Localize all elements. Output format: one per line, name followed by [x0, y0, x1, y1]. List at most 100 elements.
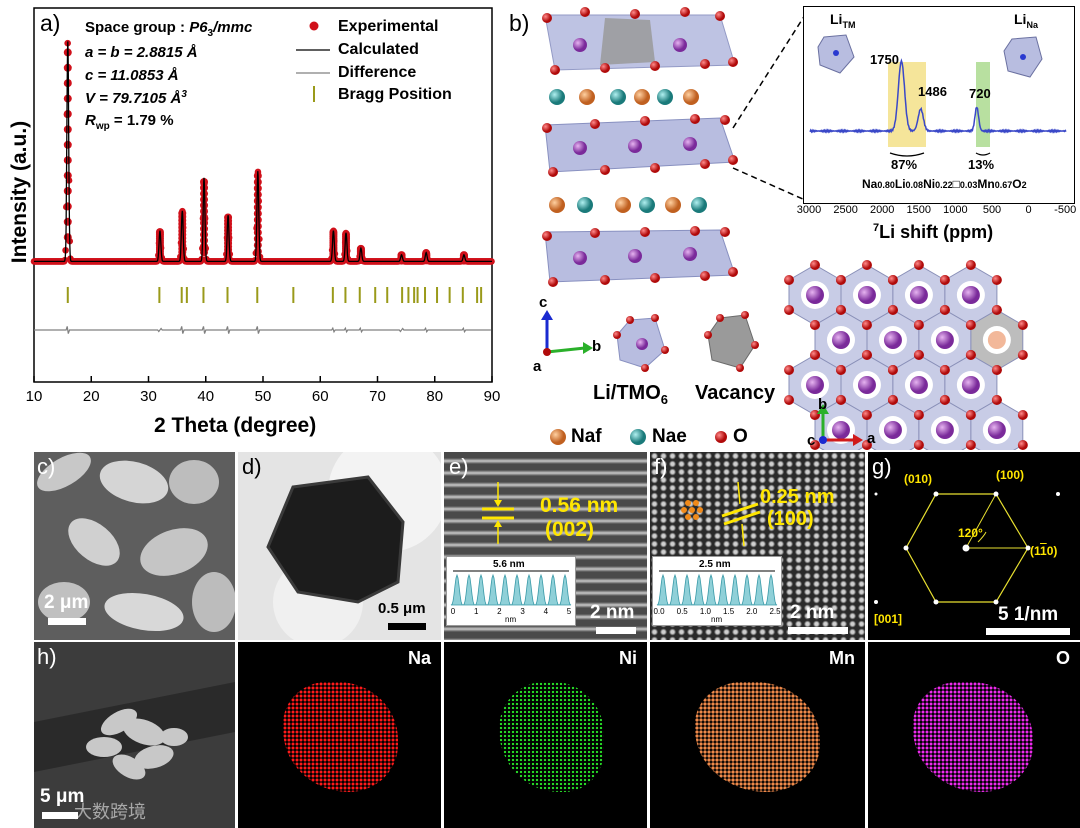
exp-point — [200, 201, 209, 210]
hex-oxygen — [991, 275, 1002, 285]
exp-point — [253, 196, 262, 205]
panel-e-plane: (002) — [545, 518, 595, 541]
li-tm-label: LiTM — [830, 11, 855, 30]
exp-point — [63, 94, 72, 103]
map-mn-label: Mn — [829, 648, 855, 668]
exp-point — [63, 171, 72, 180]
nmr-x-ticks: 3000 2500 2000 1500 1000 500 0 -500 — [797, 204, 1076, 222]
exp-point — [253, 203, 262, 212]
exp-point — [63, 140, 72, 149]
space-group-symbol: P6 — [189, 19, 208, 36]
hex-oxygen — [784, 305, 795, 315]
panel-d-scale-text: 0.5 μm — [378, 600, 426, 617]
hex-oxygen — [861, 410, 872, 420]
panel-g-scale-text: 5 1/nm — [998, 604, 1059, 625]
hex-oxygen — [835, 275, 846, 285]
y-axis-label: Intensity (a.u.) — [8, 120, 31, 264]
hex-center-atom — [909, 286, 928, 304]
panel-e-scale-bar — [596, 627, 636, 634]
panel-f-scale-bar — [788, 627, 848, 634]
hex-oxygen — [835, 365, 846, 375]
map-ni: Ni — [444, 642, 647, 828]
hex-center-atom — [806, 376, 824, 394]
hex-center-atom — [883, 421, 902, 439]
nmr-x-tick-label: 500 — [982, 204, 1002, 216]
hex-oxygen — [965, 410, 976, 420]
pct-13-label: 13% — [968, 157, 995, 172]
hex-axis-c-label: c — [807, 432, 816, 449]
panel-f-scale-text: 2 nm — [790, 602, 835, 623]
panel-e-hrtem: e) 0.56 nm (002) 5.6 nm 0 1 2 3 4 5 nm 2 nm — [444, 452, 647, 640]
profile-tick-label: 1.0 — [699, 607, 711, 616]
hex-center-atom — [831, 331, 850, 349]
exp-point — [200, 248, 209, 257]
exp-point — [200, 218, 209, 227]
exp-point — [356, 255, 365, 264]
space-group-sub: 3 — [207, 28, 214, 39]
profile-area — [450, 573, 572, 606]
li-na-text: Li — [1014, 11, 1027, 27]
xrd-plot: 10 20 30 40 50 60 70 80 90 — [26, 7, 500, 405]
saed-pattern — [868, 452, 1080, 640]
exp-point — [253, 222, 262, 231]
oxygen-atoms — [542, 7, 738, 287]
map-mn: Mn — [650, 642, 865, 828]
tm-layer-2 — [544, 117, 736, 173]
profile-f-ticks: 0.0 0.5 1.0 1.5 2.0 2.5 — [653, 607, 780, 617]
hex-oxygen — [991, 365, 1002, 375]
li-tm-bracket — [889, 152, 925, 157]
hex-oxygen — [939, 305, 950, 315]
spot-1-10-b: 0) — [1046, 544, 1058, 558]
xrd-x-ticks: 10 20 30 40 50 60 70 80 90 — [26, 376, 500, 405]
profile-f-width: 2.5 nm — [699, 559, 731, 570]
legend-exp-marker — [309, 21, 319, 31]
hex-oxygen — [965, 350, 976, 360]
xrd-plot-frame — [33, 7, 493, 383]
x-axis-label: 2 Theta (degree) — [154, 414, 317, 437]
hex-oxygen — [1017, 320, 1028, 330]
o-legend-label: O — [733, 426, 748, 447]
hex-center-atom — [987, 421, 1006, 439]
li-tm-text: Li — [830, 11, 843, 27]
panel-e-dspacing: 0.56 nm — [540, 494, 619, 517]
profile-f-unit: nm — [711, 615, 723, 624]
exp-point — [422, 256, 431, 265]
tem-particle — [238, 452, 441, 640]
nmr-x-tick-label: 0 — [1025, 204, 1032, 216]
nmr-xlabel-sup: 7 — [873, 222, 880, 234]
x-tick-label: 60 — [312, 388, 329, 405]
naf-legend-label: Naf — [571, 426, 602, 447]
panel-g-saed: g) (010) (100) (110) 120° [001] 5 1/nm — [868, 452, 1080, 640]
nmr-x-tick-label: 3000 — [796, 204, 822, 216]
litmo6-octahedron — [613, 314, 669, 372]
lattice-c: c = 11.0853 Å — [85, 67, 179, 84]
axes-triad — [541, 310, 593, 356]
zoom-line-2 — [732, 167, 806, 201]
hex-oxygen — [810, 410, 820, 420]
hex-axis-b-label: b — [818, 396, 828, 413]
x-tick-label: 50 — [255, 388, 272, 405]
cell-volume-sup: 3 — [181, 89, 187, 100]
hex-oxygen — [939, 365, 950, 375]
x-tick-label: 80 — [426, 388, 443, 405]
rwp: Rwp = 1.79 % — [85, 112, 174, 132]
panel-c-scale-bar — [48, 618, 86, 625]
panel-h-scale-text: 5 μm — [40, 786, 85, 807]
panel-g-scale-bar — [986, 628, 1070, 635]
axis-c-label: c — [539, 294, 548, 311]
litmo6-sub: 6 — [660, 392, 668, 407]
exp-point — [63, 202, 72, 211]
panel-c-label: c) — [37, 454, 56, 479]
legend-bragg: Bragg Position — [338, 86, 452, 103]
hex-oxygen — [965, 320, 976, 330]
watermark: 大数跨境 — [74, 802, 146, 823]
panel-e-scale-text: 2 nm — [590, 602, 635, 623]
hex-center-atom — [909, 376, 928, 394]
naf-legend-dot — [550, 429, 566, 445]
spot-100: (100) — [996, 468, 1025, 482]
panel-a: 10 20 30 40 50 60 70 80 90 a) Space group : P63/… — [0, 0, 520, 450]
profile-e-width: 5.6 nm — [493, 559, 525, 570]
nmr-x-tick-label: 2000 — [869, 204, 895, 216]
panel-e-label: e) — [449, 454, 469, 479]
panel-d-tem: d) 0.5 μm — [238, 452, 441, 640]
